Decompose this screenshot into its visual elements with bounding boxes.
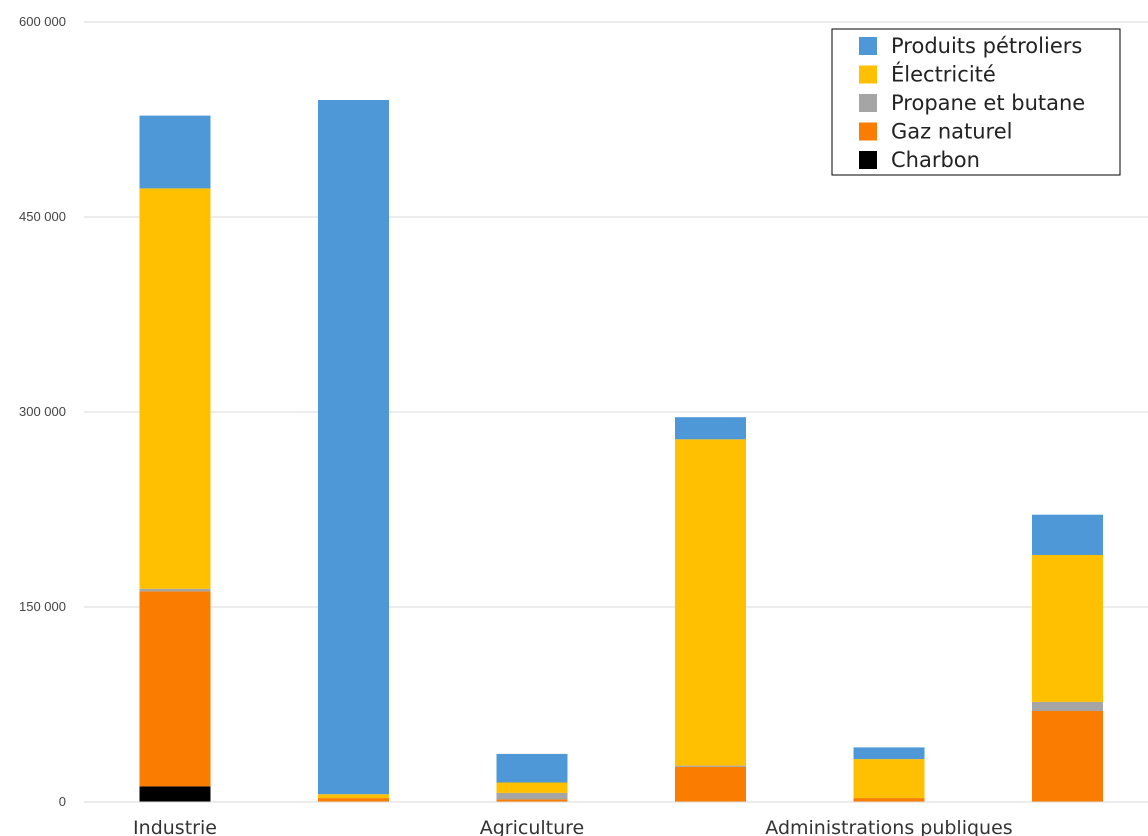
legend-swatch [859, 65, 877, 84]
bar-segment [139, 591, 211, 787]
y-tick-label: 450 000 [19, 209, 66, 224]
bar-segment [1032, 711, 1103, 802]
y-tick-label: 150 000 [19, 599, 66, 614]
bar-stack [675, 417, 746, 802]
x-axis: Industrie Agriculture Administrations publ… [84, 801, 1148, 836]
x-tick-label: Administrations publiques [765, 817, 1012, 836]
legend-swatch [859, 94, 877, 112]
x-tick-label: Industrie [133, 817, 217, 836]
bar-stack [139, 115, 211, 802]
bar-segment [139, 786, 211, 802]
y-tick-label: 300 000 [19, 404, 66, 419]
bar-segment [496, 782, 568, 793]
legend-label: Propane et butane [891, 91, 1085, 115]
bar-segment [496, 753, 568, 783]
y-axis: 0 150 000 300 000 450 000 600 000 [19, 14, 66, 809]
bar-segment [853, 747, 925, 760]
bar-segment [139, 115, 211, 189]
bar-segment [496, 799, 568, 802]
bar-segment [853, 759, 925, 799]
bar-segment [675, 417, 746, 440]
bar-segment [675, 766, 746, 802]
legend: Produits pétroliers Électricité Propane et… [831, 28, 1121, 176]
y-tick-label: 600 000 [19, 14, 66, 29]
legend-swatch [859, 122, 877, 141]
legend-swatch [859, 151, 877, 169]
legend-label: Électricité [891, 62, 996, 87]
bar-segment [318, 798, 389, 802]
legend-label: Gaz naturel [891, 120, 1013, 144]
bar-segment [675, 439, 746, 766]
legend-swatch [859, 37, 877, 55]
bar-segment [139, 588, 211, 592]
bar-segment [853, 798, 925, 802]
bars [139, 100, 1103, 802]
legend-label: Produits pétroliers [891, 34, 1082, 58]
bar-segment [1032, 701, 1103, 711]
x-tick-label: Agriculture [480, 817, 585, 836]
legend-label: Charbon [891, 148, 980, 172]
bar-stack [318, 100, 389, 802]
bar-segment [318, 100, 389, 795]
y-tick-label: 0 [59, 794, 66, 809]
bar-stack [1032, 514, 1103, 802]
bar-segment [675, 765, 746, 767]
bar-segment [139, 188, 211, 589]
bar-segment [1032, 514, 1103, 555]
bar-stack [496, 753, 568, 802]
bar-segment [496, 792, 568, 800]
bar-segment [1032, 555, 1103, 702]
bar-stack [853, 747, 925, 802]
bar-segment [318, 794, 389, 799]
legend-box [831, 28, 1121, 176]
